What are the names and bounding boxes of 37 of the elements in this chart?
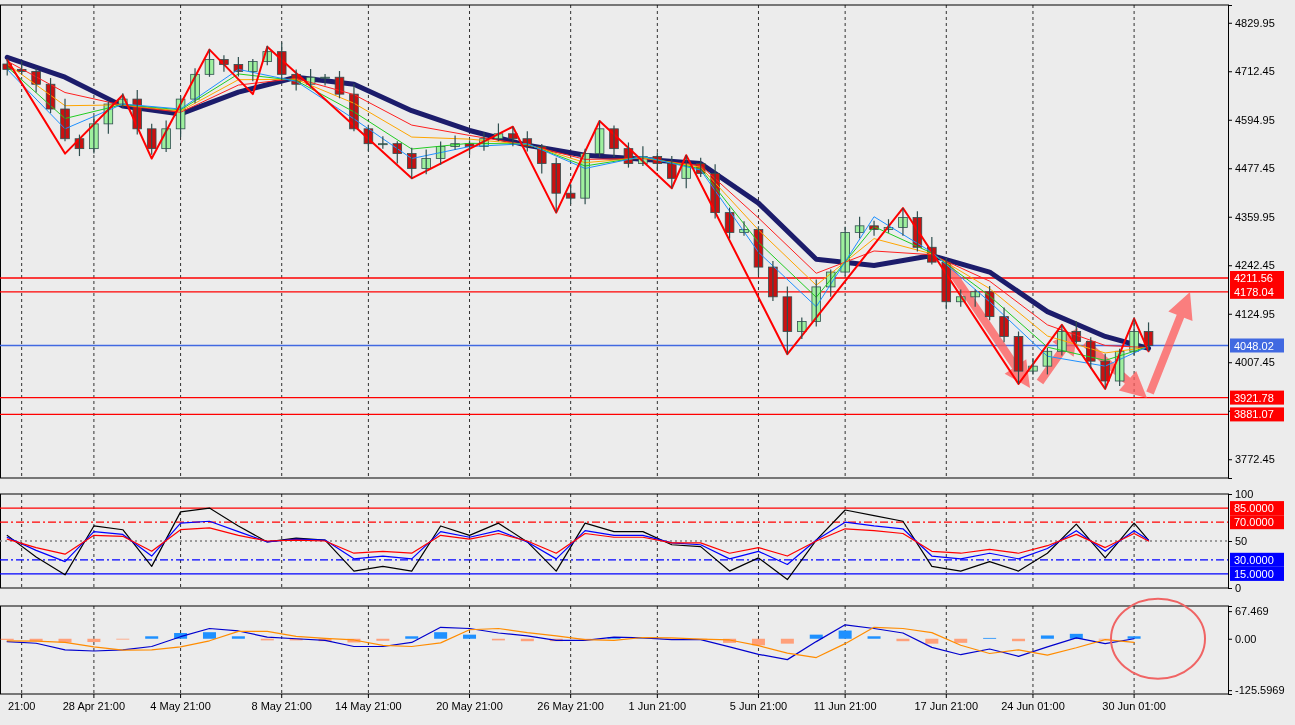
y-tick-label: 4712.45: [1235, 65, 1275, 78]
ref-line-label: 3921.78: [1234, 391, 1274, 404]
y-tick-label: 4359.95: [1235, 210, 1275, 223]
ref-line-label: 4178.04: [1234, 285, 1274, 298]
x-tick-label: 20 May 21:00: [436, 700, 503, 712]
ref-line-label: 3881.07: [1234, 408, 1274, 421]
y-tick-label: 4829.95: [1235, 16, 1275, 29]
y-tick-label: 67.469: [1235, 605, 1269, 618]
x-tick-label: 5 Jun 21:00: [729, 700, 788, 712]
x-tick-label: 17 Jun 21:00: [914, 700, 979, 712]
ref-line-label: 85.0000: [1234, 502, 1274, 515]
y-tick-label: 0: [1235, 582, 1242, 595]
x-tick-label: 4 May 21:00: [150, 700, 211, 712]
ref-line-label: 30.0000: [1234, 553, 1274, 566]
y-tick-label: 4007.45: [1235, 356, 1275, 369]
x-tick-label: 30 Jun 01:00: [1102, 700, 1166, 712]
y-tick-label: 50: [1235, 535, 1248, 548]
y-tick-label: 4124.95: [1235, 307, 1275, 320]
y-tick-label: 3772.45: [1235, 453, 1275, 466]
ref-line-label: 70.0000: [1234, 516, 1274, 529]
y-tick-label: 4594.95: [1235, 113, 1275, 126]
ref-line-label: 4211.56: [1234, 272, 1273, 284]
x-tick-label: 26 May 21:00: [537, 700, 604, 712]
y-tick-label: 4477.45: [1235, 162, 1275, 175]
x-tick-label: 1 Jun 21:00: [628, 700, 687, 712]
x-tick-label: 14 May 21:00: [335, 700, 402, 712]
ref-line-label: 15.0000: [1234, 567, 1274, 580]
x-tick-label: 24 Jun 01:00: [1001, 700, 1065, 712]
x-tick-label: 21:00: [7, 700, 36, 712]
ref-line-label: 4048.02: [1234, 339, 1274, 352]
y-tick-label: 100: [1235, 488, 1254, 501]
y-tick-label: 4242.45: [1235, 259, 1275, 272]
x-tick-label: 11 Jun 21:00: [813, 700, 877, 712]
x-tick-label: 28 Apr 21:00: [62, 700, 126, 712]
y-tick-label: -125.5969: [1235, 684, 1285, 697]
x-tick-label: 8 May 21:00: [251, 700, 312, 712]
y-tick-label: 0.00: [1235, 632, 1257, 645]
